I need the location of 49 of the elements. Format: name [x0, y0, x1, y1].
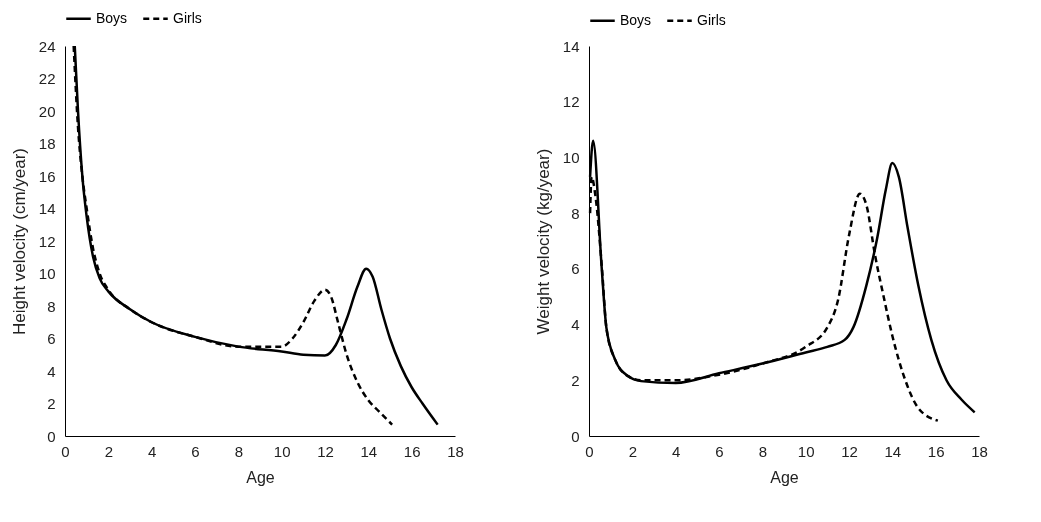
x-tick-label: 18: [971, 442, 988, 460]
legend-label: Boys: [620, 11, 652, 28]
x-tick-label: 16: [927, 442, 945, 460]
y-tick-label: 14: [562, 37, 580, 55]
x-tick-label: 8: [234, 442, 244, 460]
x-axis-title: Age: [770, 468, 799, 486]
y-tick-label: 12: [38, 232, 56, 250]
x-tick-label: 16: [403, 442, 421, 460]
x-tick-label: 18: [447, 442, 464, 460]
x-axis-title: Age: [246, 468, 275, 486]
y-tick-label: 2: [47, 395, 56, 412]
x-tick-label: 4: [147, 442, 157, 460]
y-tick-label: 24: [38, 37, 56, 55]
y-tick-label: 2: [571, 371, 580, 389]
y-tick-label: 18: [38, 135, 56, 152]
x-tick-label: 8: [758, 442, 768, 460]
y-tick-label: 8: [47, 297, 56, 315]
y-tick-label: 4: [571, 316, 580, 334]
x-tick-label: 4: [671, 442, 681, 460]
y-axis-title: Height velocity (cm/year): [9, 147, 29, 336]
y-tick-label: 12: [562, 93, 580, 111]
x-tick-label: 12: [841, 442, 858, 460]
y-tick-label: 10: [38, 265, 56, 282]
x-tick-label: 2: [104, 442, 114, 460]
x-tick-label: 6: [715, 442, 724, 460]
x-tick-label: 0: [585, 442, 594, 460]
y-tick-label: 4: [47, 362, 56, 380]
y-tick-label: 10: [562, 148, 580, 166]
x-tick-label: 6: [191, 442, 200, 460]
y-tick-label: 6: [571, 260, 580, 278]
x-tick-label: 10: [273, 442, 291, 460]
x-tick-label: 14: [360, 442, 378, 460]
y-tick-label: 0: [571, 427, 580, 445]
y-axis-title: Weight velocity (kg/year): [533, 148, 553, 335]
y-tick-label: 0: [47, 427, 56, 445]
y-tick-label: 6: [47, 330, 56, 347]
x-tick-label: 12: [317, 442, 334, 460]
legend-label: Boys: [96, 9, 128, 26]
legend-label: Girls: [697, 11, 726, 28]
x-tick-label: 14: [884, 442, 902, 460]
y-tick-label: 20: [38, 102, 56, 120]
y-tick-label: 16: [38, 167, 56, 185]
x-tick-label: 0: [61, 442, 70, 460]
x-tick-label: 10: [797, 442, 815, 460]
x-tick-label: 2: [628, 442, 638, 460]
y-tick-label: 14: [38, 200, 56, 217]
y-tick-label: 8: [571, 204, 580, 222]
y-tick-label: 22: [38, 70, 56, 87]
legend-label: Girls: [173, 9, 202, 26]
